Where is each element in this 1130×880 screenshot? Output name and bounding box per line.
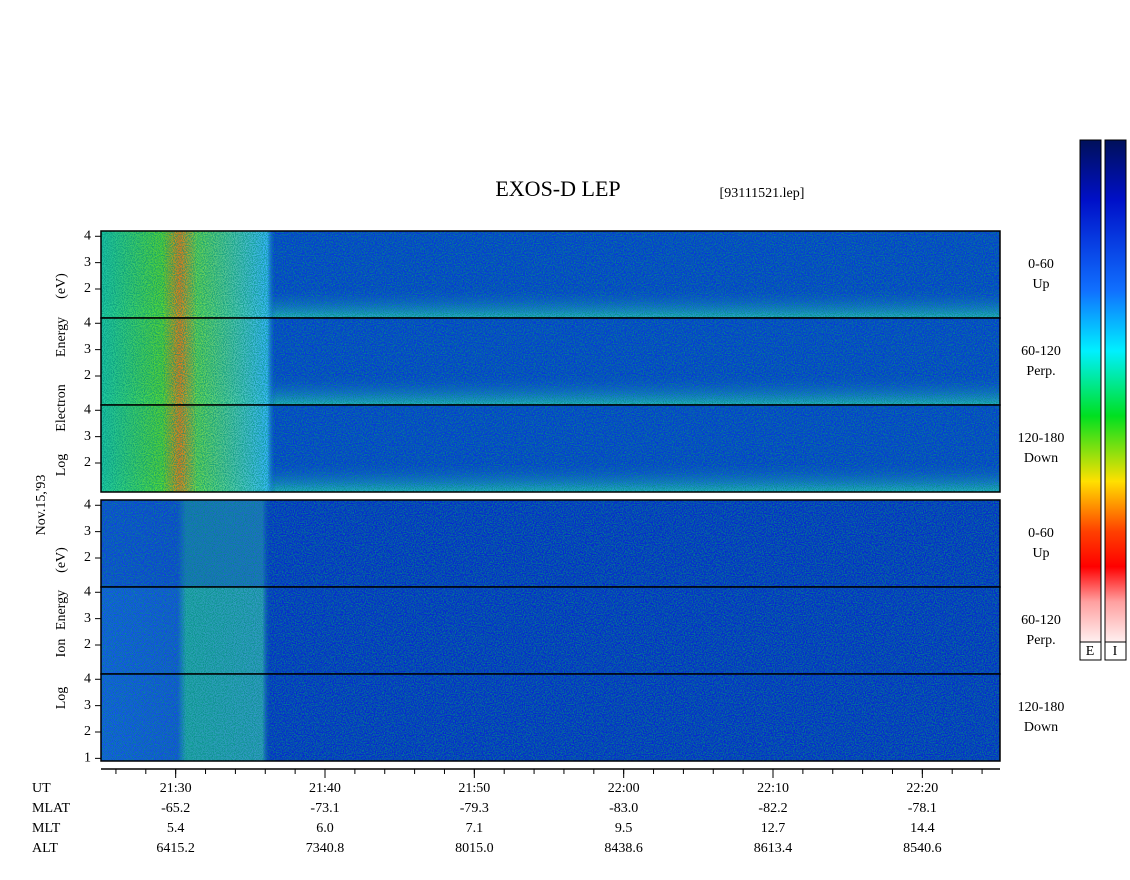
axis-label: Energy (54, 317, 69, 357)
pitch-label: 120-180 (1018, 431, 1065, 446)
row-value: 8613.4 (754, 841, 793, 856)
y-tick-label: 2 (84, 724, 91, 739)
direction-label: Up (1032, 546, 1049, 561)
row-value: 8438.6 (604, 841, 643, 856)
row-value: 5.4 (167, 821, 185, 836)
spectrogram-noise (101, 405, 1000, 492)
y-tick-label: 3 (84, 524, 91, 539)
color-bar-box (1104, 641, 1127, 661)
direction-label: Perp. (1026, 633, 1055, 648)
spectrogram-noise (101, 674, 1000, 761)
row-value: 14.4 (910, 821, 935, 836)
y-tick-label: 4 (84, 497, 91, 512)
y-tick-label: 4 (84, 228, 91, 243)
pitch-label: 60-120 (1021, 344, 1061, 359)
date: Nov.15,'93 (34, 475, 49, 536)
x-tick-label: 22:00 (608, 781, 640, 796)
row-label: UT (32, 781, 51, 796)
y-tick-label: 2 (84, 281, 91, 296)
axis-label: (eV) (54, 547, 69, 573)
row-value: -82.2 (758, 801, 787, 816)
axis-label: Log (54, 687, 69, 710)
y-tick-label: 3 (84, 698, 91, 713)
color-bar (1079, 139, 1102, 643)
x-tick-label: 21:30 (160, 781, 192, 796)
y-tick-label: 4 (84, 584, 91, 599)
direction-label: Up (1032, 277, 1049, 292)
y-tick-label: 2 (84, 368, 91, 383)
row-value: 7.1 (466, 821, 484, 836)
color-bar-label: I (1113, 644, 1118, 659)
color-bar-label: E (1086, 644, 1095, 659)
spectrogram-noise (101, 587, 1000, 674)
y-tick-label: 2 (84, 550, 91, 565)
spectrogram-noise (101, 231, 1000, 318)
axis-label: Log (54, 454, 69, 477)
file-name: [93111521.lep] (720, 186, 805, 201)
pitch-label: 0-60 (1028, 526, 1054, 541)
axis-label: (eV) (54, 273, 69, 299)
color-bar-box (1079, 641, 1102, 661)
pitch-label: 60-120 (1021, 613, 1061, 628)
axis-label: Energy (54, 590, 69, 630)
y-tick-label: 4 (84, 402, 91, 417)
y-tick-label: 2 (84, 455, 91, 470)
row-label: MLT (32, 821, 61, 836)
panel-frame (100, 673, 1001, 762)
pitch-label: 0-60 (1028, 257, 1054, 272)
row-value: 12.7 (761, 821, 786, 836)
row-value: 6415.2 (156, 841, 195, 856)
row-label: MLAT (32, 801, 71, 816)
y-tick-label: 3 (84, 429, 91, 444)
axis-label: Ion (54, 639, 69, 658)
row-value: -78.1 (908, 801, 937, 816)
row-value: 6.0 (316, 821, 334, 836)
row-value: -83.0 (609, 801, 638, 816)
direction-label: Down (1024, 451, 1058, 466)
direction-label: Down (1024, 720, 1058, 735)
panel-frame (100, 404, 1001, 493)
y-tick-label: 4 (84, 315, 91, 330)
row-value: -79.3 (460, 801, 489, 816)
row-value: -65.2 (161, 801, 190, 816)
row-value: 9.5 (615, 821, 633, 836)
y-tick-label: 3 (84, 342, 91, 357)
y-tick-label: 1 (84, 751, 91, 766)
x-tick-label: 21:50 (458, 781, 490, 796)
x-tick-label: 22:10 (757, 781, 789, 796)
spectrogram-noise (101, 500, 1000, 587)
title: EXOS-D LEP (495, 176, 620, 201)
pitch-label: 120-180 (1018, 700, 1065, 715)
spectrogram-noise (101, 318, 1000, 405)
row-value: -73.1 (310, 801, 339, 816)
y-tick-label: 3 (84, 611, 91, 626)
color-bar (1104, 139, 1127, 643)
y-tick-label: 2 (84, 637, 91, 652)
x-tick-label: 22:20 (906, 781, 938, 796)
y-tick-label: 4 (84, 671, 91, 686)
row-value: 7340.8 (306, 841, 345, 856)
x-tick-label: 21:40 (309, 781, 341, 796)
axis-label: Electron (54, 384, 69, 431)
direction-label: Perp. (1026, 364, 1055, 379)
y-tick-label: 3 (84, 255, 91, 270)
row-label: ALT (32, 841, 58, 856)
row-value: 8015.0 (455, 841, 494, 856)
row-value: 8540.6 (903, 841, 942, 856)
